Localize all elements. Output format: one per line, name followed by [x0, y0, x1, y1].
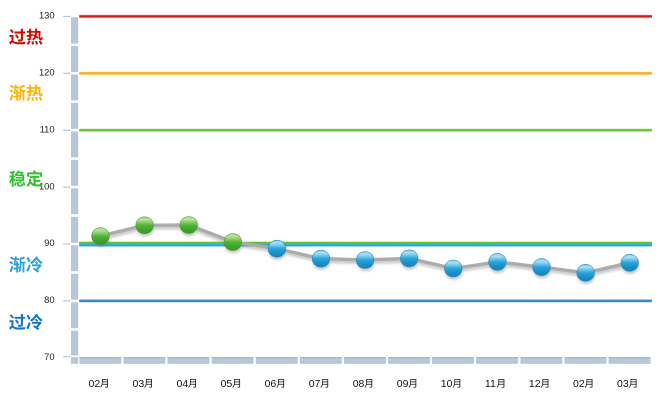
- svg-text:05: 05: [221, 378, 233, 390]
- svg-text:90: 90: [44, 237, 54, 248]
- svg-text:11: 11: [485, 378, 496, 390]
- svg-text:02: 02: [89, 378, 101, 390]
- svg-text:10: 10: [441, 378, 453, 390]
- svg-text:80: 80: [44, 294, 54, 305]
- svg-text:120: 120: [39, 67, 55, 78]
- svg-text:100: 100: [39, 180, 55, 191]
- svg-text:03: 03: [133, 378, 145, 390]
- svg-text:03: 03: [617, 378, 629, 390]
- svg-text:110: 110: [40, 123, 55, 134]
- svg-text:06: 06: [265, 378, 277, 390]
- svg-text:70: 70: [44, 351, 54, 362]
- svg-text:02: 02: [573, 378, 585, 390]
- svg-text:09: 09: [397, 378, 409, 390]
- svg-text:04: 04: [177, 378, 189, 390]
- svg-text:08: 08: [353, 378, 365, 390]
- svg-text:07: 07: [309, 378, 321, 390]
- svg-text:130: 130: [39, 10, 55, 21]
- svg-text:12: 12: [529, 378, 541, 390]
